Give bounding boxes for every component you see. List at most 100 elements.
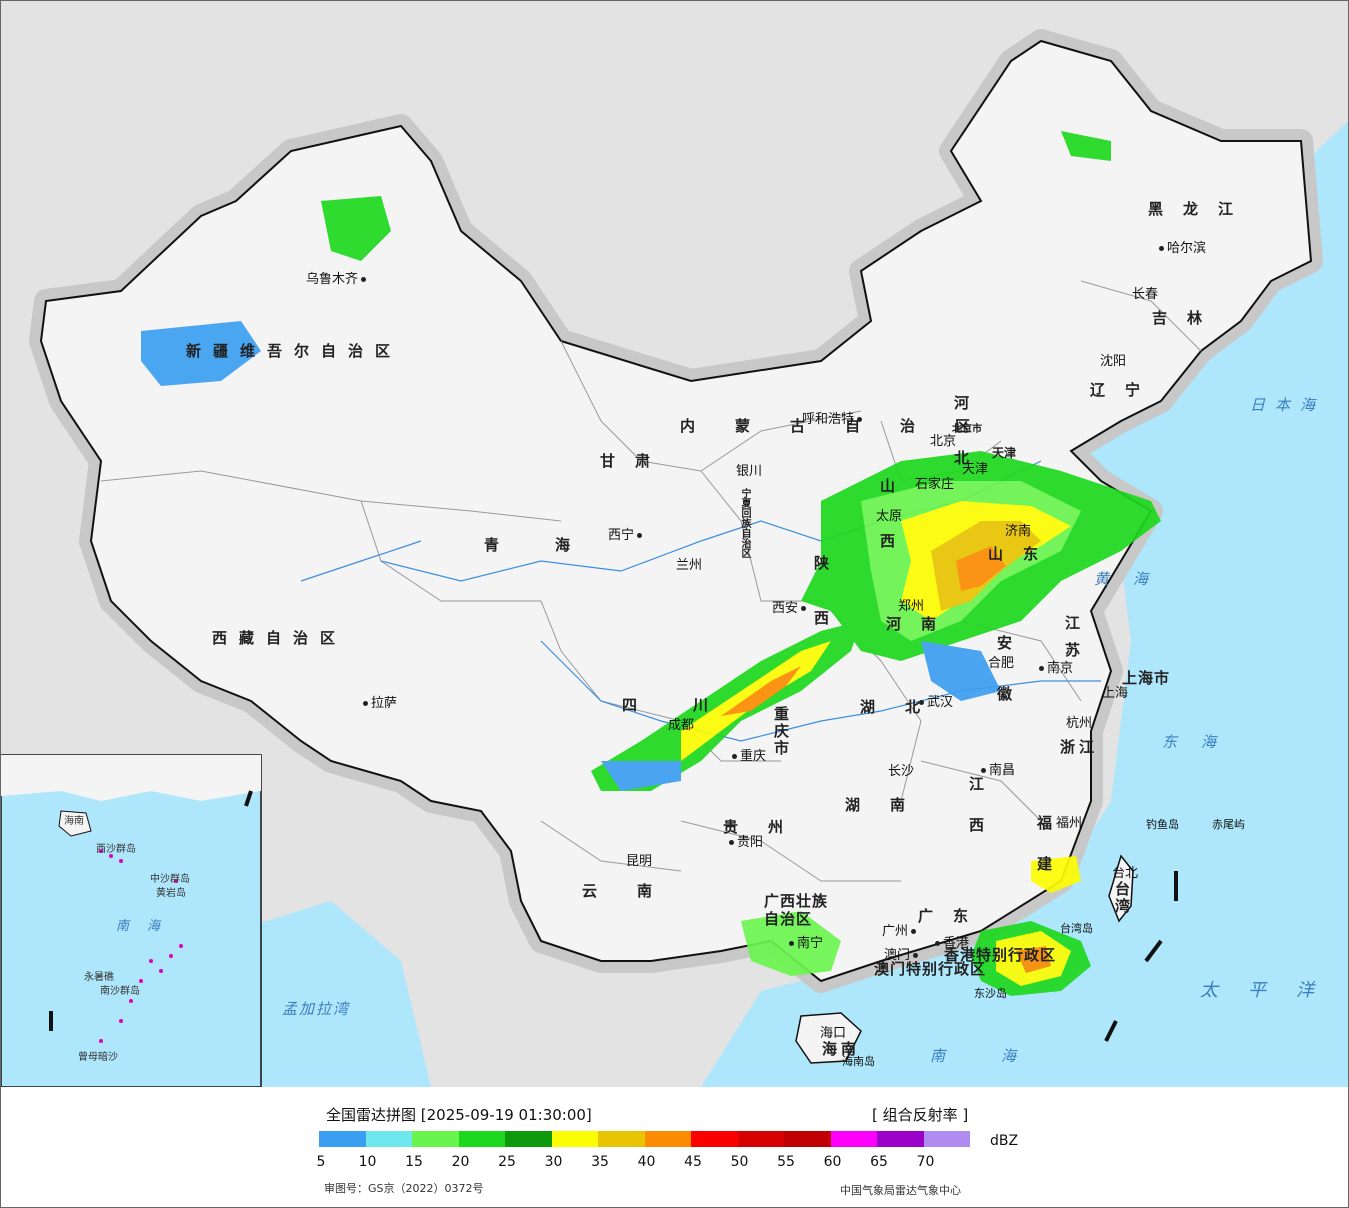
province-label-neimenggu: 内蒙古自治区 <box>680 417 1011 435</box>
province-label-fujian: 福建 <box>1035 815 1053 897</box>
city-dot <box>935 941 940 946</box>
province-label-qinghai: 青海 <box>484 536 627 554</box>
inset-nansha-label: 南沙群岛 <box>100 986 140 997</box>
city-shenyang: 沈阳 <box>1100 354 1127 369</box>
sea-label-japan: 日本海 <box>1250 396 1326 414</box>
legend-tick-label: 15 <box>405 1154 423 1170</box>
city-nanchang: 南昌 <box>978 759 1015 778</box>
legend-swatch <box>737 1131 784 1147</box>
legend-title: 全国雷达拼图 [2025-09-19 01:30:00] <box>326 1106 592 1124</box>
city-harbin: 哈尔滨 <box>1156 237 1206 256</box>
province-label-beijing: 北京市 <box>952 424 982 435</box>
city-guangzhou: 广州 <box>882 920 919 939</box>
city-beijing: 北京 <box>930 434 957 449</box>
city-lhasa: 拉萨 <box>360 692 397 711</box>
legend-tick-label: 70 <box>916 1154 935 1170</box>
city-dot <box>729 840 734 845</box>
province-label-xinjiang: 新疆维吾尔自治区 <box>186 342 403 360</box>
city-hefei: 合肥 <box>988 656 1015 671</box>
province-label-xizang: 西藏自治区 <box>212 629 348 647</box>
city-dot <box>801 606 807 611</box>
province-label-hebei: 河北 <box>952 395 970 505</box>
legend-swatch <box>644 1131 691 1147</box>
province-label-sichuan: 四川 <box>622 696 765 714</box>
city-chengdu: 成都 <box>668 718 695 733</box>
province-label-guangxi: 广西壮族自治区 <box>764 892 829 928</box>
city-wuhan: 武汉 <box>916 691 953 710</box>
province-label-henan: 河南 <box>886 615 957 633</box>
legend-swatch <box>691 1131 738 1147</box>
city-hongkong: 香港 <box>932 932 969 951</box>
city-dot <box>981 768 986 773</box>
island-chiwei: 赤尾屿 <box>1212 818 1245 831</box>
city-chongqing: 重庆 <box>729 745 766 764</box>
sea-label-east: 东海 <box>1162 733 1241 751</box>
city-changchun: 长春 <box>1132 287 1159 302</box>
province-label-hunan: 湖南 <box>845 796 936 814</box>
legend-swatch <box>598 1131 645 1147</box>
island-hainan: 海南岛 <box>842 1055 875 1068</box>
island-dongsha: 东沙岛 <box>974 987 1007 1000</box>
province-label-zhejiang: 浙江 <box>1060 738 1099 756</box>
inset-hainan-label: 海南 <box>64 816 84 827</box>
sea-label-yellow: 黄海 <box>1094 570 1173 588</box>
city-yinchuan: 银川 <box>736 464 763 479</box>
legend-tick-label: 60 <box>823 1154 842 1170</box>
province-label-taiwan: 台湾 <box>1113 881 1131 915</box>
inset-xisha-label: 西沙群岛 <box>96 844 136 855</box>
city-dot <box>361 277 367 282</box>
city-tianjin: 天津 <box>962 462 989 477</box>
province-label-yunnan: 云南 <box>582 882 693 900</box>
island-taiwan: 台湾岛 <box>1060 922 1093 935</box>
island-diaoyu: 钓鱼岛 <box>1146 818 1179 831</box>
province-label-tianjin: 天津 <box>992 446 1017 460</box>
legend-tick-label: 40 <box>637 1154 656 1170</box>
province-label-gansu: 甘肃 <box>600 452 671 470</box>
province-label-jiangsu: 江苏 <box>1063 615 1081 669</box>
province-label-hubei: 湖北 <box>860 698 951 716</box>
city-jinan: 济南 <box>1005 524 1032 539</box>
city-guiyang: 贵阳 <box>726 831 763 850</box>
province-label-heilongjiang: 黑龙江 <box>1148 200 1254 218</box>
sea-label-south: 南海 <box>930 1047 1073 1065</box>
legend-approval-number: 审图号：GS京（2022）0372号 <box>324 1182 484 1195</box>
city-dot <box>913 953 919 958</box>
city-dot <box>637 533 643 538</box>
legend-tick-label: 50 <box>730 1154 749 1170</box>
city-dot <box>789 941 794 946</box>
city-hangzhou: 杭州 <box>1066 716 1093 731</box>
province-label-hongkong: 香港特别行政区 <box>944 946 1057 964</box>
province-label-guizhou: 贵州 <box>723 818 814 836</box>
city-haikou: 海口 <box>820 1026 847 1041</box>
radar-map <box>1 1 1348 1087</box>
city-shijiazhuang: 石家庄 <box>915 477 955 492</box>
city-hohhot: 呼和浩特 <box>802 408 865 427</box>
city-xian: 西安 <box>772 597 809 616</box>
legend-swatch <box>784 1131 831 1147</box>
legend-swatch <box>551 1131 598 1147</box>
legend-swatch <box>923 1131 970 1147</box>
province-label-jilin: 吉林 <box>1152 309 1223 327</box>
legend-swatch <box>319 1131 366 1147</box>
city-nanning: 南宁 <box>786 932 823 951</box>
province-label-anhui: 安徽 <box>995 635 1013 737</box>
legend-swatch <box>412 1131 459 1147</box>
province-label-hainan: 海南 <box>822 1040 861 1058</box>
legend-tick-label: 10 <box>358 1154 377 1170</box>
city-kunming: 昆明 <box>626 854 653 869</box>
legend-unit: dBZ <box>990 1133 1019 1149</box>
city-taipei: 台北 <box>1112 866 1139 881</box>
city-lanzhou: 兰州 <box>676 558 703 573</box>
city-dot <box>1039 666 1044 671</box>
legend-swatch <box>505 1131 552 1147</box>
sea-label-bengal: 孟加拉湾 <box>282 1000 351 1018</box>
legend-panel: 全国雷达拼图 [2025-09-19 01:30:00] [ 组合反射率 ] d… <box>0 1088 1349 1208</box>
inset-sea-label: 南海 <box>116 919 179 934</box>
city-dot <box>363 701 368 706</box>
legend-product: [ 组合反射率 ] <box>872 1106 969 1124</box>
legend-tick-label: 65 <box>870 1154 888 1170</box>
city-nanjing: 南京 <box>1036 657 1073 676</box>
city-shanghai: 上海 <box>1102 686 1129 701</box>
legend-credit: 中国气象局雷达气象中心 <box>840 1184 961 1197</box>
legend-tick-label: 30 <box>544 1154 563 1170</box>
